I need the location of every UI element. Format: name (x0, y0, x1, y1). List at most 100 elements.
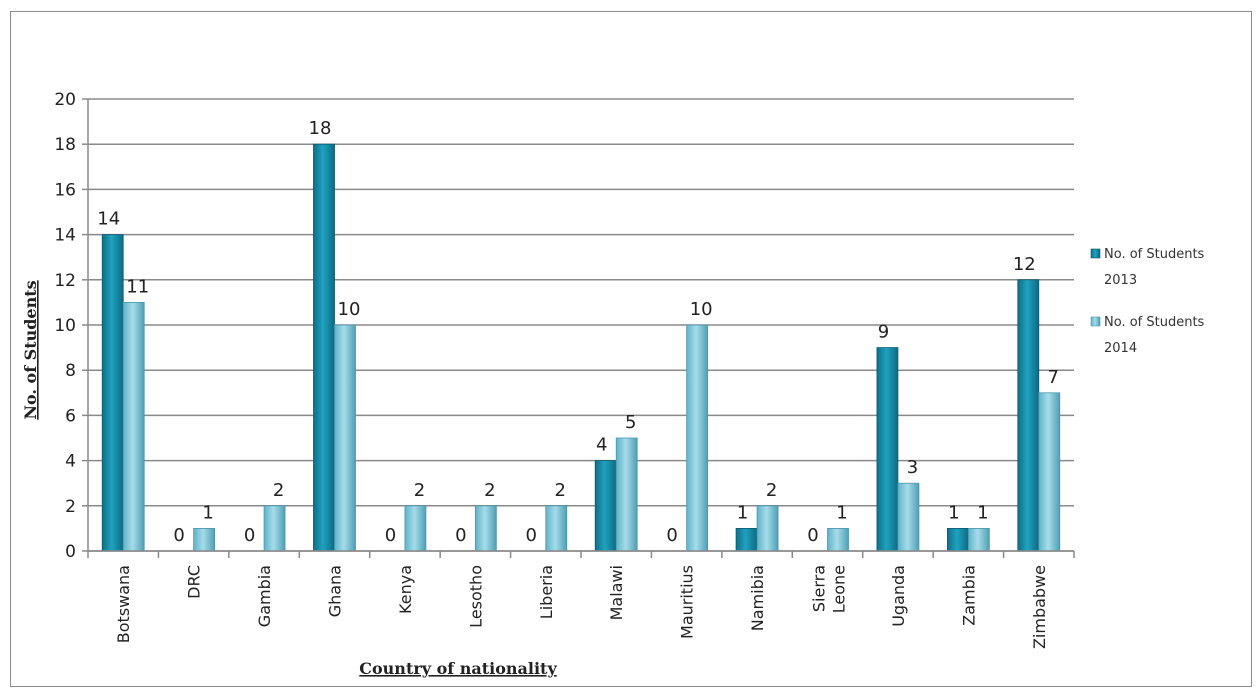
category-label-group: Malawi (607, 565, 626, 620)
y-tick-label: 12 (54, 271, 76, 291)
category-label: Gambia (255, 565, 274, 627)
y-axis-ticks: 0 2 4 6 8 10 12 14 16 18 20 (54, 90, 76, 562)
bar-2014 (615, 437, 638, 552)
bar-2013 (735, 528, 758, 552)
data-label: 10 (690, 299, 713, 320)
category-label: SierraLeone (810, 565, 849, 613)
data-label: 2 (273, 480, 284, 501)
category-label-group: Namibia (748, 565, 767, 631)
legend-label: No. of Students (1104, 315, 1205, 330)
y-tick-label: 14 (54, 226, 76, 246)
category-label-group: Zambia (959, 565, 978, 626)
data-label: 9 (878, 322, 889, 343)
category-label-group: DRC (185, 565, 204, 599)
category-label-group: Kenya (396, 565, 415, 614)
data-label: 3 (907, 457, 918, 478)
bar-2014 (686, 324, 709, 552)
category-label: Liberia (537, 565, 556, 619)
bar-2014 (897, 482, 920, 552)
category-label-line: Sierra (810, 565, 829, 612)
legend-swatch (1090, 248, 1101, 259)
bar-2014 (404, 505, 427, 552)
data-label: 1 (948, 502, 959, 523)
bar-2014 (756, 505, 779, 552)
legend-label: 2013 (1104, 273, 1137, 288)
bar-2013 (313, 143, 335, 552)
legend-swatch (1090, 316, 1101, 327)
bar-2013 (876, 347, 899, 552)
bar-2014 (545, 505, 568, 552)
data-label: 14 (97, 209, 120, 230)
legend: No. of Students 2013 No. of Students 2014 (1090, 247, 1205, 356)
data-label: 0 (666, 525, 677, 546)
data-label: 1 (977, 502, 988, 523)
y-tick-label: 10 (54, 316, 76, 336)
category-label-group: Botswana (114, 565, 133, 643)
chart-frame (10, 11, 1252, 687)
category-label-line: Leone (830, 565, 849, 613)
category-label-group: SierraLeone (810, 565, 849, 613)
category-label-group: Gambia (255, 565, 274, 627)
category-label-group: Mauritius (678, 565, 697, 639)
category-label-group: Lesotho (466, 565, 485, 628)
data-label: 0 (807, 525, 818, 546)
data-label: 0 (385, 525, 396, 546)
bar-2014 (967, 528, 990, 552)
category-label: Botswana (114, 565, 133, 643)
category-label: DRC (185, 565, 204, 599)
category-label: Kenya (396, 565, 415, 614)
data-label: 0 (173, 525, 184, 546)
category-label-group: Uganda (889, 565, 908, 627)
bars (101, 143, 1061, 552)
bar-2014 (827, 528, 849, 552)
bar-2014 (1038, 392, 1061, 552)
y-tick-label: 8 (65, 361, 76, 381)
bar-2013 (946, 528, 969, 552)
category-label-group: Ghana (326, 565, 345, 617)
category-label: Zimbabwe (1030, 565, 1049, 649)
gridlines (82, 98, 1074, 552)
data-label: 1 (836, 502, 847, 523)
legend-label: No. of Students (1104, 247, 1205, 262)
category-label: Namibia (748, 565, 767, 631)
data-label: 7 (1048, 367, 1059, 388)
data-label: 2 (766, 480, 777, 501)
y-tick-label: 0 (65, 542, 76, 562)
data-label: 4 (596, 435, 607, 456)
x-axis (87, 99, 1075, 558)
legend-label: 2014 (1104, 341, 1137, 356)
data-label: 0 (526, 525, 537, 546)
bar-2014 (263, 505, 286, 552)
data-label: 2 (484, 480, 495, 501)
category-label: Uganda (889, 565, 908, 627)
bar-2014 (122, 301, 145, 552)
bar-2013 (101, 234, 124, 552)
category-label: Zambia (959, 565, 978, 626)
y-tick-label: 2 (65, 497, 76, 517)
category-label: Ghana (326, 565, 345, 617)
y-tick-label: 6 (65, 406, 76, 426)
data-label: 5 (625, 412, 636, 433)
data-label: 1 (737, 502, 748, 523)
data-label: 18 (309, 118, 332, 139)
category-label-group: Liberia (537, 565, 556, 619)
category-label: Mauritius (678, 565, 697, 639)
data-label: 0 (455, 525, 466, 546)
bar-2014 (193, 528, 216, 552)
y-tick-label: 20 (54, 90, 76, 110)
y-tick-label: 18 (54, 135, 76, 155)
data-label: 1 (202, 502, 213, 523)
bar-2013 (594, 460, 617, 552)
data-label: 11 (126, 276, 149, 297)
y-tick-label: 4 (65, 452, 76, 472)
data-label: 2 (414, 480, 425, 501)
data-label: 2 (555, 480, 566, 501)
y-tick-label: 16 (54, 180, 76, 200)
bar-2014 (334, 324, 356, 552)
bar-2014 (474, 505, 497, 552)
x-axis-title: Country of nationality (359, 659, 557, 678)
bar-2013 (1017, 279, 1040, 552)
category-label-group: Zimbabwe (1030, 565, 1049, 649)
